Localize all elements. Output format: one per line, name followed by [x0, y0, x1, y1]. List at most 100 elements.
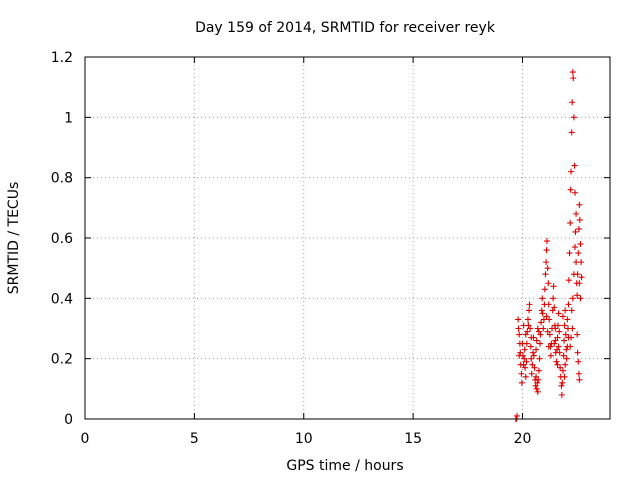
data-point	[562, 331, 569, 338]
data-point	[553, 358, 560, 365]
data-point	[537, 340, 543, 347]
data-point	[562, 307, 569, 314]
data-point	[561, 322, 568, 329]
data-point	[538, 319, 545, 326]
data-point	[529, 361, 536, 368]
axis-ticks	[84, 56, 610, 420]
data-point	[576, 216, 583, 223]
data-point	[555, 310, 562, 317]
data-point	[562, 361, 569, 368]
data-point	[577, 241, 584, 248]
data-point	[533, 385, 540, 392]
data-point	[557, 364, 564, 371]
data-point	[574, 292, 581, 299]
data-point	[576, 280, 583, 287]
data-point	[546, 316, 553, 323]
data-point	[544, 328, 551, 335]
data-point	[575, 358, 582, 365]
y-tick-label: 1	[64, 110, 73, 126]
x-axis-label: GPS time / hours	[286, 458, 403, 474]
tick-labels: 0 5 10 15 20 0 0.2 0.4 0.6 0.8 1 1.2	[51, 50, 532, 447]
data-point	[538, 307, 545, 314]
data-point	[523, 340, 530, 347]
data-point	[515, 325, 522, 332]
data-point	[559, 313, 566, 320]
y-tick-label: 0.4	[51, 291, 73, 307]
data-point	[545, 343, 552, 350]
data-point	[539, 295, 546, 302]
x-tick-label: 15	[404, 431, 422, 447]
data-point	[569, 325, 576, 332]
data-point	[572, 228, 579, 235]
x-tick-label: 0	[81, 431, 90, 447]
data-point	[550, 295, 557, 302]
data-point	[570, 271, 577, 278]
data-point	[574, 349, 581, 356]
data-point	[536, 355, 543, 362]
data-point	[533, 346, 540, 353]
data-point	[528, 334, 535, 341]
data-point	[552, 337, 559, 344]
data-point	[524, 328, 531, 335]
data-point	[573, 210, 580, 217]
data-point	[554, 361, 561, 368]
grid	[85, 57, 610, 419]
data-point	[563, 355, 570, 362]
data-point	[572, 244, 578, 251]
data-point	[540, 325, 547, 332]
data-point	[572, 189, 578, 196]
data-point	[521, 355, 528, 362]
data-point	[527, 325, 534, 332]
data-point	[560, 352, 567, 359]
data-points	[512, 69, 585, 422]
data-point	[546, 331, 553, 338]
data-point	[567, 186, 574, 193]
data-point	[547, 352, 554, 359]
data-point	[520, 322, 527, 329]
data-point	[520, 361, 527, 368]
data-point	[545, 301, 552, 308]
data-point	[574, 331, 581, 338]
data-point	[527, 343, 534, 350]
data-point	[567, 343, 574, 350]
data-point	[530, 352, 537, 359]
data-point	[569, 99, 576, 106]
data-point	[565, 334, 572, 341]
data-point	[575, 225, 582, 232]
data-point	[545, 280, 552, 287]
data-point	[531, 364, 538, 371]
data-point	[522, 373, 529, 380]
data-point	[554, 346, 561, 353]
y-tick-label: 0	[64, 412, 73, 428]
data-point	[514, 412, 521, 419]
x-tick-label: 5	[190, 431, 199, 447]
data-point	[543, 313, 550, 320]
data-point	[555, 343, 562, 350]
data-point	[544, 238, 550, 245]
data-point	[522, 364, 529, 371]
data-point	[563, 346, 570, 353]
data-point	[534, 325, 541, 332]
data-point	[528, 370, 535, 377]
data-point	[569, 295, 576, 302]
data-point	[551, 340, 558, 347]
data-point	[542, 271, 549, 278]
data-point	[559, 379, 566, 386]
y-tick-label: 0.8	[51, 171, 73, 187]
data-point	[541, 286, 548, 293]
data-point	[516, 331, 523, 338]
data-point	[533, 337, 540, 344]
data-point	[533, 373, 540, 380]
data-point	[535, 328, 542, 335]
data-point	[554, 322, 561, 329]
data-point	[534, 379, 541, 386]
data-point	[556, 328, 563, 335]
data-point	[575, 250, 582, 257]
data-point	[565, 277, 572, 284]
data-point	[524, 316, 531, 323]
data-point	[558, 391, 565, 398]
data-point	[578, 274, 585, 281]
data-point	[530, 349, 536, 356]
y-tick-label: 1.2	[51, 50, 73, 66]
data-point	[568, 129, 575, 136]
